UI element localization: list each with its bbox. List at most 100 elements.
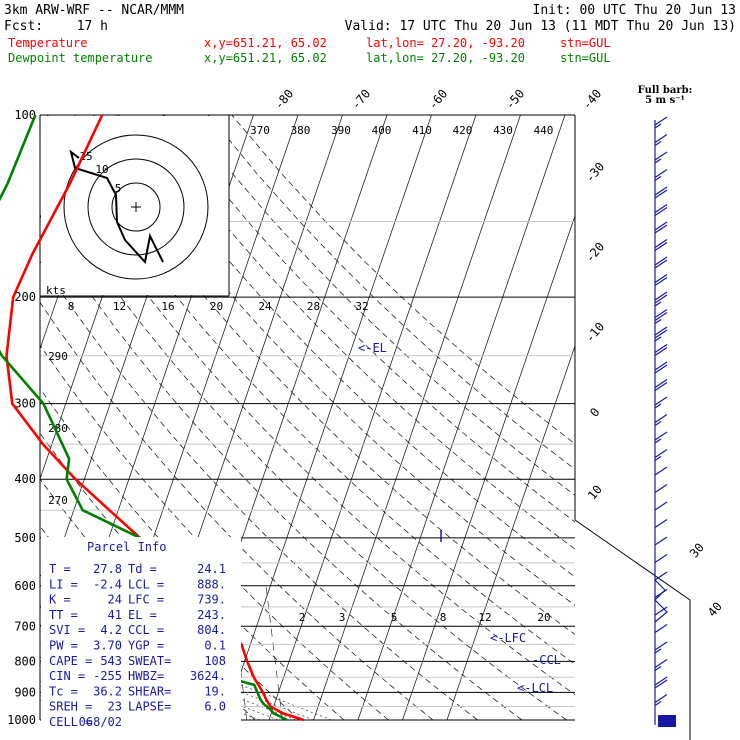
full-barb-title: Full barb: [638, 85, 693, 96]
hodograph-trace [69, 149, 164, 265]
hodograph-speed-label: 16 [161, 300, 174, 313]
parcel-label: T = [49, 562, 71, 576]
parcel-label: SREH = [49, 700, 92, 714]
barb-half-flag [654, 176, 662, 181]
mixing-ratio-label: 3 [339, 611, 346, 624]
wind-barb [654, 274, 668, 286]
isotherm-label-side: 0 [587, 405, 602, 420]
mixing-ratio-label: 8 [440, 611, 447, 624]
barb-flag [654, 431, 668, 441]
wind-barb [654, 641, 668, 654]
isotherm-line [313, 115, 521, 720]
barb-half-flag [654, 438, 662, 444]
barb-flag [654, 329, 668, 339]
barb-flag [654, 239, 668, 248]
full-barb-units: 5 m s⁻¹ [645, 95, 685, 106]
parcel-label: SHEAR= [128, 684, 171, 698]
parcel-title: Parcel Info [87, 540, 166, 554]
parcel-value: 24 [108, 593, 122, 607]
hodograph-ring [111, 182, 161, 232]
barb-flag [654, 274, 668, 283]
parcel-label: SWEAT= [128, 654, 171, 668]
barb-flag [654, 189, 668, 199]
barb-flag [654, 294, 668, 304]
barb-flag [654, 312, 668, 321]
dewpoint-latlon: lat,lon= 27.20, -93.20 [366, 51, 525, 65]
barb-flag [654, 256, 668, 266]
barb-flag [654, 536, 668, 546]
pressure-tick-label: 200 [14, 290, 36, 304]
parcel-value: 739. [197, 593, 226, 607]
parcel-label: LCL = [128, 577, 164, 591]
parcel-value: 108 [204, 654, 226, 668]
mixing-ratio-label: 5 [391, 611, 398, 624]
barb-flag [654, 606, 668, 616]
parcel-value: 4.2 [100, 623, 122, 637]
wind-barb [654, 256, 668, 269]
theta-label: 430 [493, 124, 513, 137]
lfc-level-marker: <-LFC [490, 631, 526, 645]
barb-flag [654, 169, 668, 178]
parcel-value: -2.4 [93, 577, 122, 591]
wind-barb [654, 624, 668, 633]
wind-barb [654, 396, 668, 409]
barb-surface-cluster [658, 715, 676, 727]
model-title: 3km ARW-WRF -- NCAR/MMM [4, 3, 184, 18]
barb-flag [654, 624, 668, 633]
pressure-tick-label: 500 [14, 531, 36, 545]
init-time: Init: 00 UTC Thu 20 Jun 13 [533, 3, 737, 18]
mixing-ratio-label: 2 [299, 611, 306, 624]
barb-flag [654, 694, 668, 703]
wind-barb [654, 151, 668, 164]
barb-flag [654, 259, 668, 269]
hodograph-ring [87, 158, 185, 256]
isotherm-label-top: -50 [503, 87, 528, 113]
pressure-tick-label: 600 [14, 579, 36, 593]
hodograph-speed-label: 8 [68, 300, 75, 313]
parcel-value: 068/02 [79, 715, 122, 729]
wind-barb [654, 309, 668, 324]
barb-flag [654, 309, 668, 318]
pressure-tick-label: 1000 [7, 713, 36, 727]
isotherm-label-side: -20 [583, 240, 608, 266]
wind-barb [654, 344, 668, 356]
wind-barb [654, 501, 668, 511]
wind-barb [654, 134, 668, 146]
parcel-value: 24.1 [197, 562, 226, 576]
barb-flag [654, 291, 668, 301]
parcel-value: 3.70 [93, 639, 122, 653]
dewpoint-xy: x,y=651.21, 65.02 [204, 51, 327, 65]
pressure-tick-label: 700 [14, 619, 36, 633]
wind-barb [654, 116, 668, 129]
barb-half-flag [654, 403, 662, 409]
barb-flag [654, 134, 668, 143]
barb-flag [654, 347, 668, 356]
pressure-tick-label: 400 [14, 472, 36, 486]
isotherm-label-top: -80 [272, 87, 297, 113]
barb-flag [654, 501, 668, 511]
parcel-value: 0.1 [204, 639, 226, 653]
barb-half-flag [654, 648, 662, 654]
barb-flag [654, 679, 668, 689]
isotherm-label-bottom: 30 [687, 540, 707, 560]
pressure-tick-label: 300 [14, 397, 36, 411]
parcel-label: CELL = [49, 715, 92, 729]
parcel-value: 543 [100, 654, 122, 668]
isotherm-label-side: -30 [583, 160, 608, 186]
barb-flag [654, 361, 668, 371]
parcel-label: Td = [128, 562, 157, 576]
barb-half-flag [654, 141, 662, 146]
isotherm-line [224, 115, 432, 720]
barb-half-flag [654, 701, 662, 706]
fcst-label: Fcst: [4, 19, 43, 34]
theta-label: 440 [534, 124, 554, 137]
dry-adiabat [231, 115, 575, 445]
isotherm-label-bottom: 40 [705, 599, 725, 619]
parcel-label: Tc = [49, 684, 78, 698]
barb-half-flag [654, 319, 662, 324]
barb-half-flag [654, 456, 662, 461]
parcel-label: PW = [49, 639, 78, 653]
hodograph-speed-label: 12 [113, 300, 126, 313]
dry-adiabat [162, 115, 575, 523]
